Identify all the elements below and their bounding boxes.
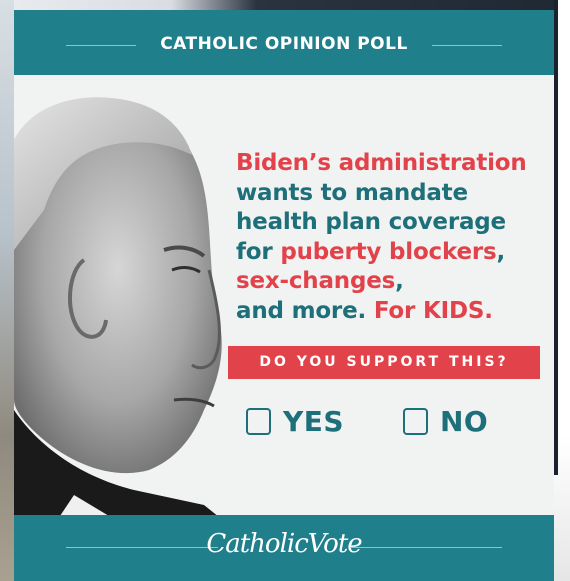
poll-header: CATHOLIC OPINION POLL xyxy=(14,10,554,75)
checkbox-no[interactable] xyxy=(403,407,428,435)
footer-divider-right xyxy=(350,547,502,548)
headline-line-4-red: puberty blockers xyxy=(280,238,497,265)
headline-line-1: Biden’s administration xyxy=(236,150,527,176)
headline-line-3: health plan coverage xyxy=(236,209,506,235)
poll-footer: CatholicVote xyxy=(14,515,554,581)
option-yes-label: YES xyxy=(283,404,345,438)
portrait-image xyxy=(14,97,229,525)
background-strip-top xyxy=(0,0,570,10)
background-strip-right-dark xyxy=(554,0,558,475)
background-strip-right xyxy=(554,0,570,581)
headline-line-4-pre: for xyxy=(236,238,281,265)
poll-card: CATHOLIC OPINION POLL Biden’s administra… xyxy=(14,10,554,581)
headline-line-5-post: , xyxy=(395,268,404,294)
background-strip-left xyxy=(0,0,14,581)
poll-question-banner: DO YOU SUPPORT THIS? xyxy=(228,346,540,379)
poll-title: CATHOLIC OPINION POLL xyxy=(160,34,408,54)
header-divider-left xyxy=(66,45,136,46)
option-no-label: NO xyxy=(440,404,489,438)
option-yes[interactable]: YES xyxy=(246,403,344,439)
headline-line-6-pre: and more. xyxy=(236,297,374,324)
catholicvote-logo: CatholicVote xyxy=(206,529,362,559)
headline-line-4: for puberty blockers, xyxy=(236,238,546,268)
footer-divider-left xyxy=(66,547,218,548)
headline-line-6: and more. For KIDS. xyxy=(236,297,546,327)
headline-line-5-red: sex-changes xyxy=(236,268,396,294)
headline-line-4-post: , xyxy=(496,238,506,265)
header-divider-right xyxy=(432,45,502,46)
checkbox-yes[interactable] xyxy=(246,407,271,435)
poll-headline: Biden’s administration wants to mandate … xyxy=(236,149,546,326)
headline-line-6-red: For KIDS. xyxy=(373,297,493,324)
headline-line-2: wants to mandate xyxy=(236,179,468,206)
option-no[interactable]: NO xyxy=(403,403,488,439)
headline-line-5: sex-changes, xyxy=(236,267,546,297)
